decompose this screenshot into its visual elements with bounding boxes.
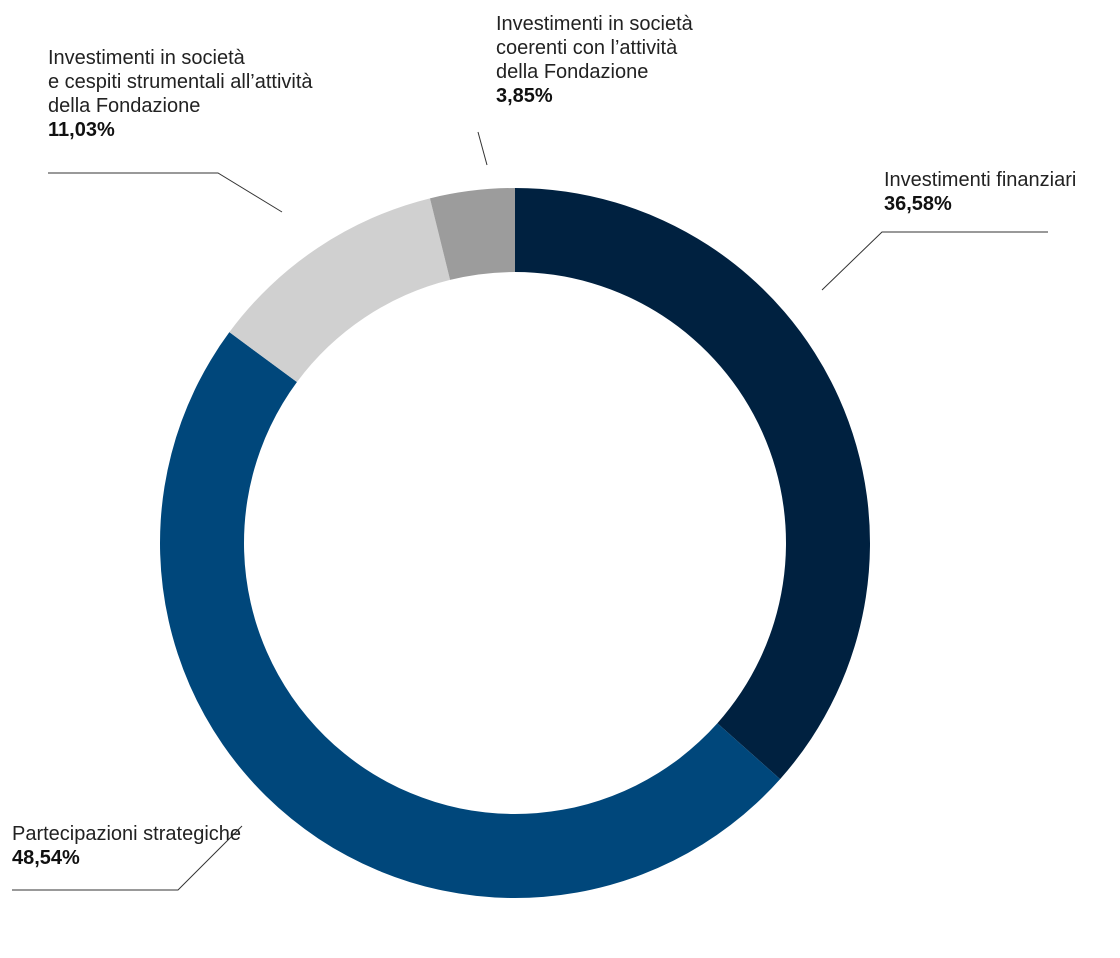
label-text-line: della Fondazione [48,95,201,117]
label-investimenti-coerenti: Investimenti in società coerenti con l’a… [496,12,693,108]
label-text-line: Partecipazioni strategiche [12,823,242,845]
value-label: 3,85% [496,85,553,107]
leader-line [821,231,1048,291]
value-label: 11,03% [48,119,115,141]
label-investimenti-finanziari: Investimenti finanziari 36,58% [884,168,1076,216]
label-text-line: Investimenti in società [496,13,693,35]
label-text-line: coerenti con l’attività [496,37,678,59]
donut-slices [160,188,870,898]
value-label: 36,58% [884,193,952,215]
label-investimenti-strumentali: Investimenti in società e cespiti strume… [48,46,313,142]
leader-line [48,172,283,213]
donut-slice [229,198,451,383]
value-label: 48,54% [12,847,80,869]
label-text-line: Investimenti in società [48,47,245,69]
leader-line [12,825,243,891]
donut-slice [429,188,515,280]
leader-lines [12,131,1048,891]
donut-slice [515,188,870,780]
donut-slice [160,332,781,898]
label-text-line: e cespiti strumentali all’attività [48,71,313,93]
label-partecipazioni-strategiche: Partecipazioni strategiche 48,54% [12,822,241,870]
label-text-line: della Fondazione [496,61,649,83]
label-text-line: Investimenti finanziari [884,169,1077,191]
leader-line [477,131,488,166]
